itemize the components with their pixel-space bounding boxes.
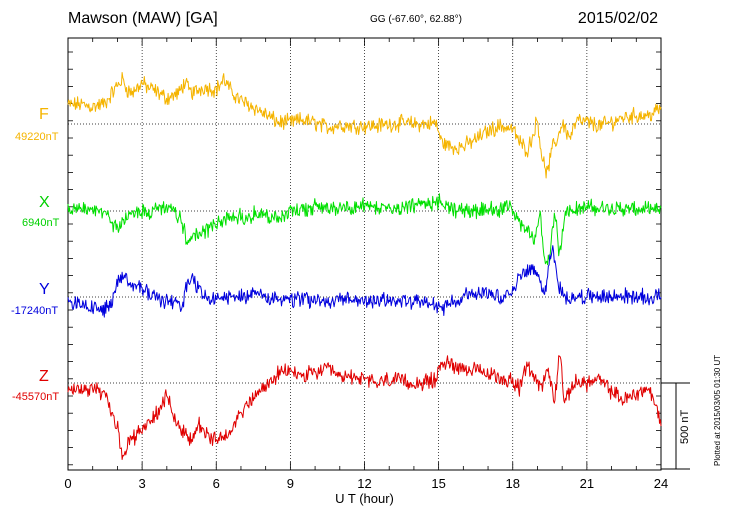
x-tick-label: 21 (580, 476, 594, 491)
series-label-x: X (39, 194, 50, 211)
scale-bar-label: 500 nT (679, 409, 691, 444)
x-tick-label: 18 (506, 476, 520, 491)
x-tick-label: 6 (213, 476, 220, 491)
baseline-label-x: 6940nT (22, 217, 60, 229)
plotted-timestamp: Plotted at 2015/03/05 01:30 UT (713, 354, 722, 466)
station-title: Mawson (MAW) [GA] (68, 10, 218, 27)
x-axis-label: U T (hour) (335, 491, 394, 506)
series-label-y: Y (39, 281, 50, 298)
baseline-label-f: 49220nT (15, 131, 59, 143)
series-line-x (67, 193, 662, 266)
x-tick-label: 24 (654, 476, 668, 491)
baseline-label-y: -17240nT (11, 305, 59, 317)
geo-coordinates: GG (-67.60°, 62.88°) (370, 14, 462, 25)
x-tick-label: 3 (139, 476, 146, 491)
series-line-f (67, 72, 662, 179)
x-tick-label: 9 (287, 476, 294, 491)
series-label-f: F (39, 106, 49, 123)
series-label-z: Z (39, 368, 49, 385)
x-tick-label: 0 (64, 476, 71, 491)
baseline-label-z: -45570nT (12, 391, 60, 403)
x-tick-label: 12 (357, 476, 371, 491)
series-line-z (67, 355, 662, 460)
series-line-y (67, 245, 662, 318)
observation-date: 2015/02/02 (577, 10, 658, 27)
x-tick-label: 15 (431, 476, 445, 491)
